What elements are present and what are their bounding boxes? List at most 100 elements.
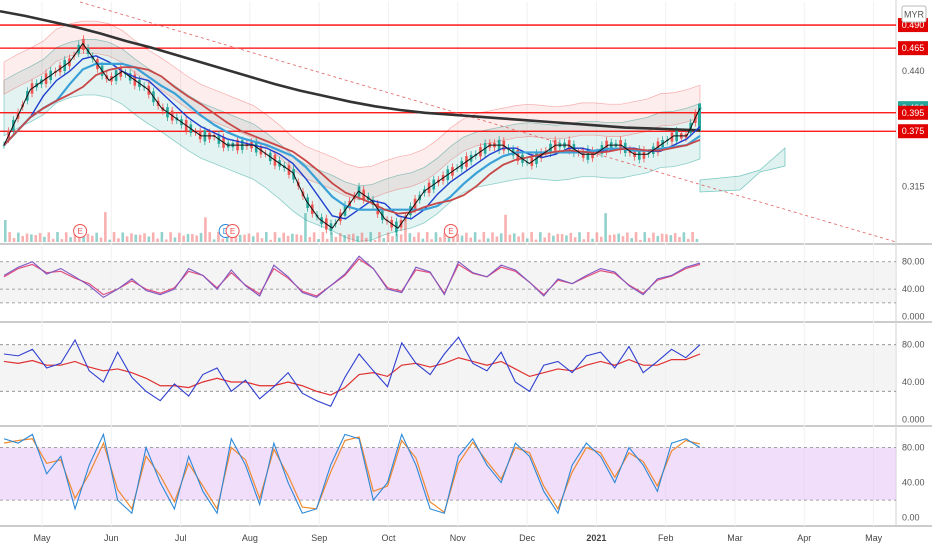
volume-bar: [643, 232, 647, 242]
event-label-2: E: [230, 227, 235, 236]
volume-bar: [486, 238, 490, 242]
volume-bar: [443, 232, 446, 242]
volume-bar: [621, 236, 625, 242]
volume-bar: [473, 232, 477, 242]
x-tick-8: 2021: [586, 533, 606, 543]
volume-bar: [195, 235, 198, 242]
volume-bar: [482, 232, 486, 242]
stoch-tick-1: 40.00: [902, 478, 925, 488]
volume-bar: [552, 235, 555, 242]
x-tick-4: Sep: [311, 533, 327, 543]
volume-bar: [504, 214, 507, 242]
volume-bar: [160, 232, 164, 242]
price-tick-2: 0.315: [902, 182, 925, 192]
volume-bar: [273, 232, 277, 242]
volume-bar: [234, 233, 238, 242]
volume-bar: [669, 235, 673, 242]
rsi-main-line: [3, 255, 701, 299]
x-tick-6: Nov: [450, 533, 467, 543]
volume-bar: [8, 232, 11, 242]
price-tag-3: 0.395: [902, 108, 925, 118]
volume-bar: [634, 232, 638, 242]
volume-bar: [530, 232, 533, 242]
volume-bar: [317, 239, 320, 242]
rsi-tick-0: 80.00: [902, 257, 925, 267]
volume-bar: [108, 239, 111, 242]
volume-bar: [356, 235, 359, 242]
volume-bar: [425, 232, 429, 242]
x-tick-2: Jul: [175, 533, 187, 543]
volume-bar: [682, 232, 686, 242]
x-tick-10: Mar: [727, 533, 743, 543]
volume-bar: [130, 233, 133, 242]
event-label-3: E: [448, 227, 453, 236]
stoch-panel[interactable]: 80.00 40.00 0.00: [0, 432, 925, 523]
volume-bar: [251, 236, 255, 242]
volume-bar: [17, 232, 20, 242]
volume-bar: [265, 232, 268, 242]
rsi-panel[interactable]: 80.00 40.00 0.000: [0, 255, 925, 322]
volume-bar: [360, 232, 364, 242]
volume-bar: [517, 236, 520, 242]
price-tag-box-4: [898, 124, 928, 139]
volume-bar: [678, 236, 681, 242]
volume-bar: [434, 232, 438, 242]
currency-badge[interactable]: MYR: [901, 5, 927, 23]
stoch-tick-2: 0.00: [902, 513, 920, 523]
time-axis: May Jun Jul Aug Sep Oct Nov Dec 2021 Feb Mar Apr May: [33, 533, 882, 543]
volume-bar: [460, 235, 464, 242]
currency-badge-box: [901, 5, 927, 23]
volume-bar: [12, 237, 16, 242]
volume-bar: [521, 232, 525, 242]
volume-bar: [186, 233, 190, 242]
trend-line: [79, 1, 897, 243]
volume-bar: [282, 232, 285, 242]
volume-bar: [247, 233, 251, 242]
volume-bar: [586, 232, 590, 242]
volume-bar: [512, 233, 516, 242]
moving-average-lines: [0, 9, 701, 229]
volume-bar: [408, 233, 412, 242]
volume-bar: [599, 236, 603, 242]
volume-bar: [64, 232, 68, 242]
volume-bar: [569, 232, 573, 242]
volume-bar: [386, 232, 390, 242]
ma-blue-line: [3, 55, 701, 220]
volume-bar: [286, 235, 290, 242]
volume-bar: [121, 232, 125, 242]
volume-bar: [82, 234, 85, 242]
volume-bar: [652, 232, 655, 242]
volume-bar: [543, 237, 546, 242]
volume-bar: [178, 232, 181, 242]
volume-bar: [278, 237, 281, 242]
volume-bar: [4, 220, 7, 242]
volume-bar: [534, 239, 538, 242]
ma-red-line: [3, 66, 701, 215]
volume-bar: [112, 232, 116, 242]
volume-bar: [560, 234, 564, 242]
volume-bar: [508, 234, 512, 242]
volume-bar: [539, 232, 542, 242]
volume-bar: [613, 234, 616, 242]
volume-bar: [334, 236, 338, 242]
volume-bar: [312, 232, 316, 242]
volume-bar: [217, 232, 220, 242]
mfi-panel[interactable]: 80.00 40.00 0.000: [0, 336, 925, 424]
x-tick-12: May: [865, 533, 883, 543]
volume-bar: [582, 239, 586, 242]
currency-badge-text: MYR: [904, 10, 925, 20]
volume-bar: [125, 236, 129, 242]
rsi-tick-1: 40.00: [902, 284, 925, 294]
volume-bar: [91, 235, 94, 242]
volume-bar: [291, 233, 294, 242]
price-tag-4: 0.375: [902, 126, 925, 136]
volume-bar: [56, 232, 59, 242]
volume-bar: [565, 235, 568, 242]
volume-bar: [373, 239, 377, 242]
volume-bar: [673, 233, 677, 242]
event-circle-2: [225, 224, 240, 238]
volume-bar: [47, 232, 51, 242]
candle-body: [2, 145, 6, 147]
